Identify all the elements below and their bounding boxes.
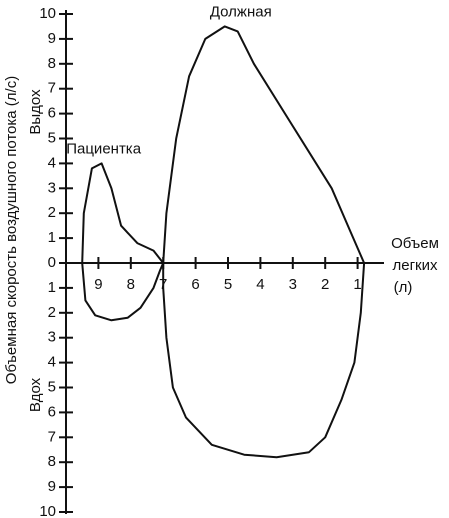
series-label: Пациентка — [66, 140, 141, 157]
x-tick-label: 4 — [256, 276, 264, 293]
x-axis-label: (л) — [394, 279, 413, 296]
y-tick-label: 5 — [48, 129, 56, 146]
y-tick-label: 6 — [48, 105, 56, 122]
flow-volume-loop — [81, 162, 165, 322]
flow-volume-loop — [162, 25, 366, 459]
y-upper-label: Выдох — [27, 89, 44, 135]
y-tick-label: 2 — [48, 204, 56, 221]
y-tick-label: 1 — [48, 279, 56, 296]
y-tick-label: 7 — [48, 428, 56, 445]
y-tick-label: 8 — [48, 55, 56, 72]
y-tick-label: 1 — [48, 229, 56, 246]
y-tick-label: 6 — [48, 403, 56, 420]
x-tick-label: 6 — [191, 276, 199, 293]
x-tick-label: 5 — [224, 276, 232, 293]
y-tick-label: 7 — [48, 80, 56, 97]
y-tick-label: 8 — [48, 453, 56, 470]
y-tick-label: 4 — [48, 354, 56, 371]
x-axis-label: Объем — [391, 235, 439, 252]
y-tick-label: 10 — [39, 503, 56, 518]
x-tick-label: 8 — [127, 276, 135, 293]
y-tick-label: 9 — [48, 478, 56, 495]
y-tick-label: 0 — [48, 254, 56, 271]
y-tick-label: 5 — [48, 378, 56, 395]
x-axis-label: легких — [392, 257, 438, 274]
x-tick-label: 3 — [289, 276, 297, 293]
x-tick-label: 9 — [94, 276, 102, 293]
x-tick-label: 2 — [321, 276, 329, 293]
y-tick-label: 3 — [48, 179, 56, 196]
y-tick-label: 4 — [48, 154, 56, 171]
y-tick-label: 9 — [48, 30, 56, 47]
y-tick-label: 2 — [48, 304, 56, 321]
y-tick-label: 3 — [48, 329, 56, 346]
x-tick-label: 1 — [353, 276, 361, 293]
y-axis-label: Объемная скорость воздушного потока (л/с… — [3, 76, 20, 384]
y-tick-label: 10 — [39, 5, 56, 22]
y-lower-label: Вдох — [27, 377, 44, 412]
series-label: Должная — [210, 3, 272, 20]
